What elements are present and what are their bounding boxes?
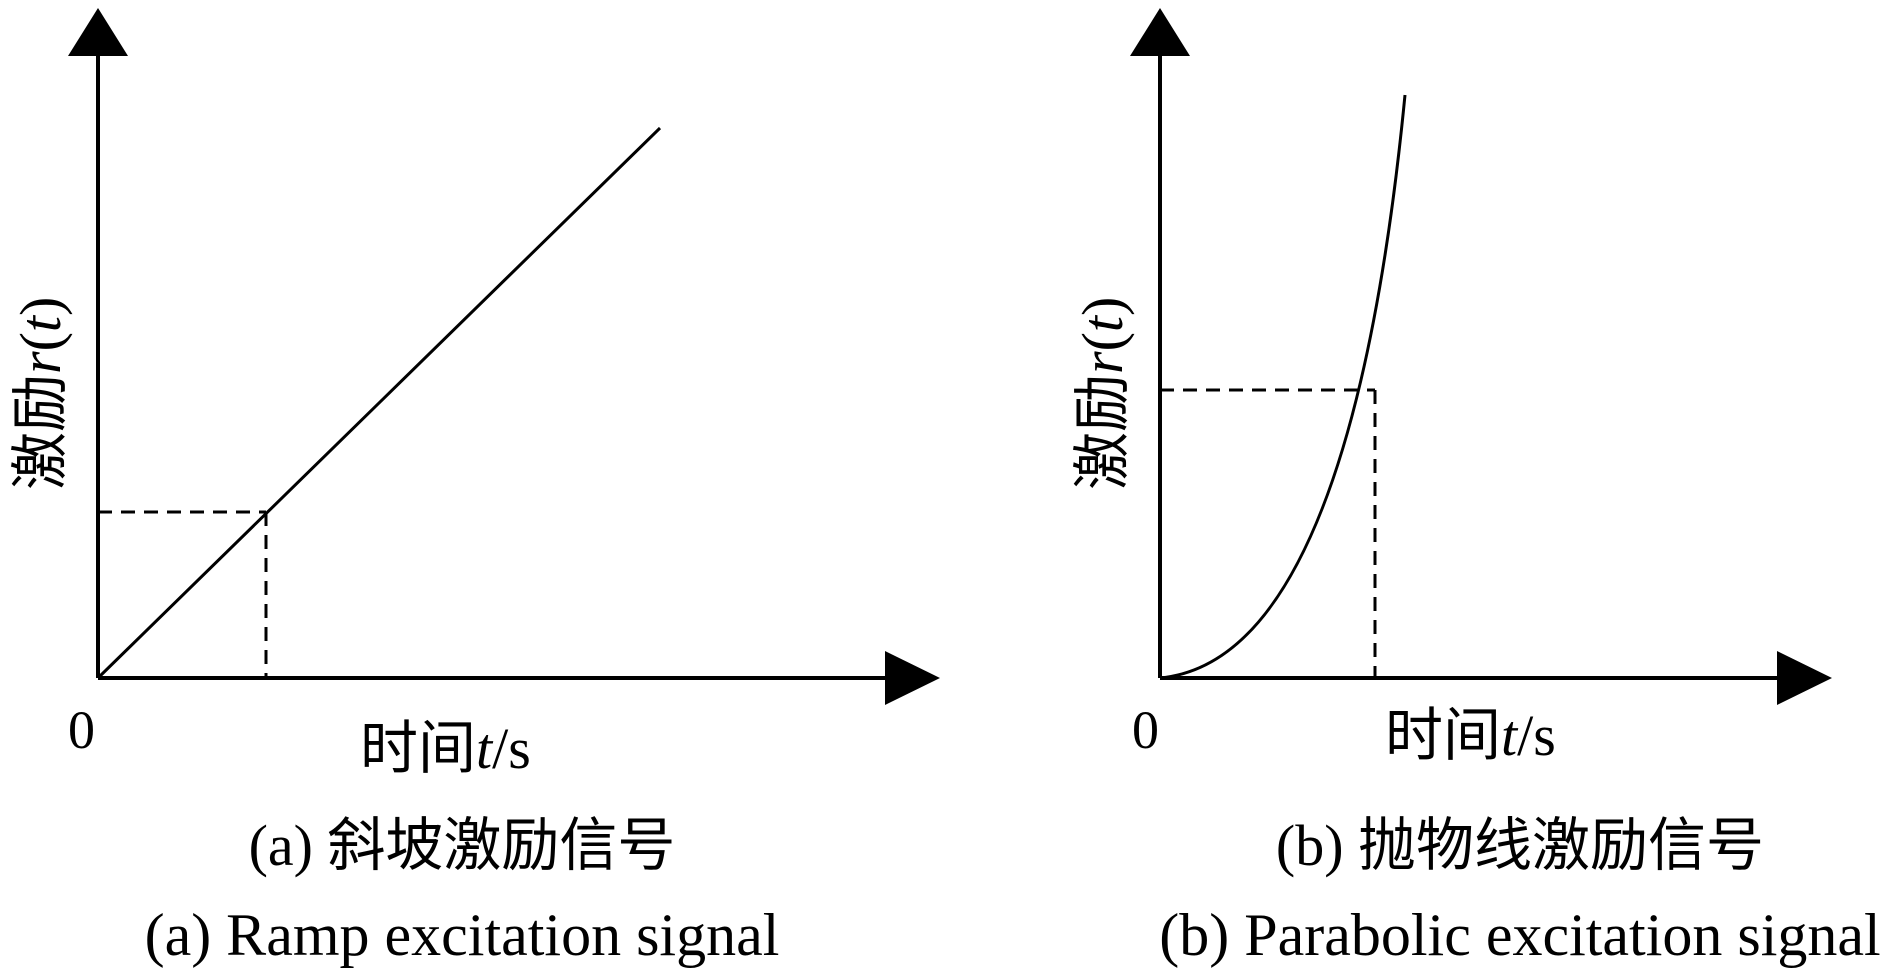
panel-b-y-axis-label: 激励r(t) [1070,297,1135,490]
panel-a-y-label-var: r [8,351,73,374]
panel-b-y-label-var: r [1070,351,1135,374]
panel-b-parabola-curve [1159,94,1407,680]
panel-b-x-axis-label: 时间t/s [1385,703,1556,768]
panel-a-caption-en: (a) Ramp excitation signal [145,902,780,968]
panel-b-y-label-paren-close: ) [1070,297,1135,316]
panel-b-y-axis-arrow [1130,8,1190,56]
panel-b-caption-cn: (b) 抛物线激励信号 [1276,813,1764,878]
panel-b-x-label-unit: /s [1517,703,1556,768]
panel-a-ramp-line [96,126,662,680]
panel-a-y-label-prefix: 激励 [8,374,73,490]
panel-a-y-label-paren-open: ( [8,332,73,351]
panel-a-y-axis-arrow [68,8,128,56]
panel-a-y-label-paren-close: ) [8,297,73,316]
panel-a-x-label-prefix: 时间 [360,716,476,781]
panel-a-ramp: 0 时间t/s 激励r(t) (a) 斜坡激励信号 (a) Ramp excit… [8,8,940,968]
panel-a-x-label-unit: /s [492,716,531,781]
panel-a-x-axis-label: 时间t/s [360,716,531,781]
panel-b-x-label-prefix: 时间 [1385,703,1501,768]
panel-a-caption-cn: (a) 斜坡激励信号 [249,813,676,878]
panel-a-x-axis-arrow [885,651,940,705]
panel-b-x-label-var: t [1501,703,1519,768]
panel-b-x-axis-arrow [1777,651,1832,705]
panel-a-y-axis-label: 激励r(t) [8,297,73,490]
panel-b-origin-label: 0 [1132,700,1159,760]
panel-b-parabolic: 0 时间t/s 激励r(t) (b) 抛物线激励信号 (b) Parabolic… [1070,8,1881,968]
panel-a-x-label-var: t [476,716,494,781]
panel-a-origin-label: 0 [68,700,95,760]
panel-a-y-label-arg: t [8,314,73,332]
panel-b-y-label-prefix: 激励 [1070,374,1135,490]
panel-b-y-label-arg: t [1070,314,1135,332]
panel-b-y-label-paren-open: ( [1070,332,1135,351]
panel-b-caption-en: (b) Parabolic excitation signal [1159,902,1880,968]
